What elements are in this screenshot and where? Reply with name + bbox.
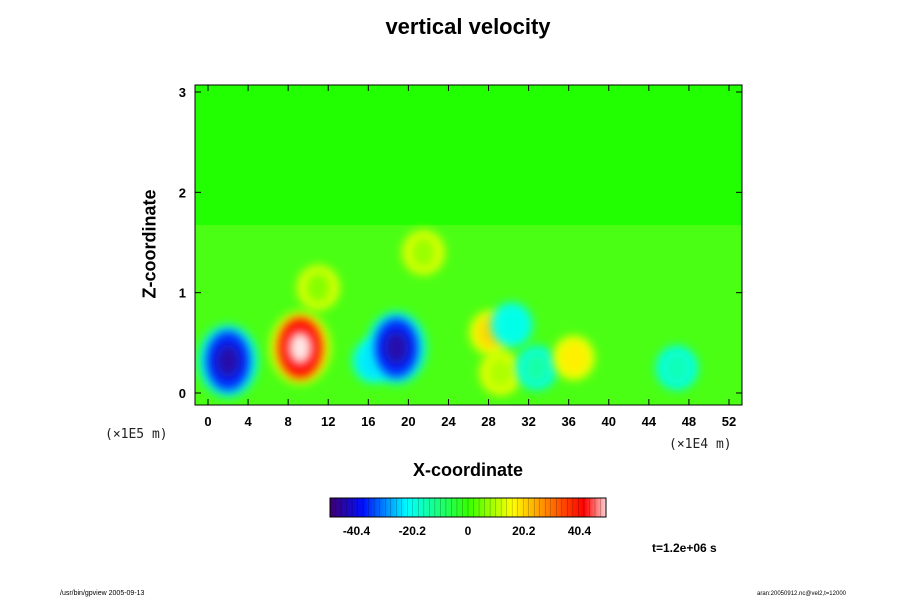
feature-core	[498, 308, 525, 341]
y-axis-units: (×1E5 m)	[105, 427, 168, 442]
feature-core	[410, 236, 437, 269]
x-tick-label: 24	[441, 414, 456, 429]
y-axis: 0 1 2 3	[179, 85, 742, 401]
x-axis: 0 4 8 12 16 20 24 28 32 36 40 44 48 52	[204, 85, 736, 429]
velocity-feature	[297, 265, 340, 310]
velocity-feature	[402, 230, 445, 275]
feature-peak	[384, 331, 409, 365]
y-axis-label: Z-coordinate	[139, 189, 160, 299]
x-tick-label: 8	[285, 414, 292, 429]
feature-core	[305, 271, 332, 304]
feature-core	[560, 341, 587, 374]
x-tick-label: 28	[481, 414, 495, 429]
colorbar-tick-label: -20.2	[399, 524, 427, 538]
x-tick-label: 40	[602, 414, 616, 429]
x-tick-label: 44	[642, 414, 657, 429]
x-tick-label: 12	[321, 414, 335, 429]
velocity-feature	[515, 345, 558, 390]
x-tick-label: 32	[521, 414, 535, 429]
velocity-feature	[490, 302, 533, 347]
x-tick-label: 48	[682, 414, 696, 429]
y-tick-label: 2	[179, 185, 186, 200]
chart-title: vertical velocity	[385, 14, 551, 39]
y-tick-label: 1	[179, 286, 186, 301]
colorbar-tick-label: 20.2	[512, 524, 536, 538]
plot-area	[194, 84, 743, 406]
x-tick-label: 0	[204, 414, 211, 429]
y-tick-label: 3	[179, 85, 186, 100]
x-axis-label: X-coordinate	[412, 460, 523, 480]
footer-program-info: /usr/bin/gpview 2005-09-13	[60, 590, 145, 597]
velocity-feature	[552, 335, 595, 380]
x-tick-label: 16	[361, 414, 375, 429]
colorbar-ticks: -40.4 -20.2 0 20.2 40.4	[343, 524, 592, 538]
y-tick-label: 0	[179, 386, 186, 401]
feature-peak	[288, 331, 313, 365]
x-tick-label: 36	[561, 414, 575, 429]
x-tick-label: 52	[722, 414, 736, 429]
footer-file-info: aran:20050912.nc@vel2,t=12000	[757, 591, 846, 597]
colorbar-tick-label: 0	[465, 524, 472, 538]
colorbar-tick-label: 40.4	[568, 524, 592, 538]
velocity-feature	[198, 324, 259, 397]
velocity-feature	[270, 311, 331, 384]
feature-core	[663, 351, 690, 384]
feature-peak	[215, 344, 241, 378]
velocity-feature	[655, 345, 698, 390]
x-tick-label: 20	[401, 414, 415, 429]
feature-core	[487, 356, 514, 389]
plot-frame	[194, 84, 743, 406]
colorbar-tick-label: -40.4	[343, 524, 371, 538]
time-annotation: t=1.2e+06 s	[652, 541, 717, 555]
colorbar: -40.4 -20.2 0 20.2 40.4	[329, 497, 607, 538]
x-axis-units: (×1E4 m)	[669, 437, 732, 452]
velocity-features	[198, 230, 698, 397]
velocity-feature	[366, 311, 427, 384]
velocity-feature	[479, 350, 522, 395]
colorbar-segments	[335, 498, 601, 517]
x-tick-label: 4	[244, 414, 252, 429]
feature-core	[523, 351, 550, 384]
